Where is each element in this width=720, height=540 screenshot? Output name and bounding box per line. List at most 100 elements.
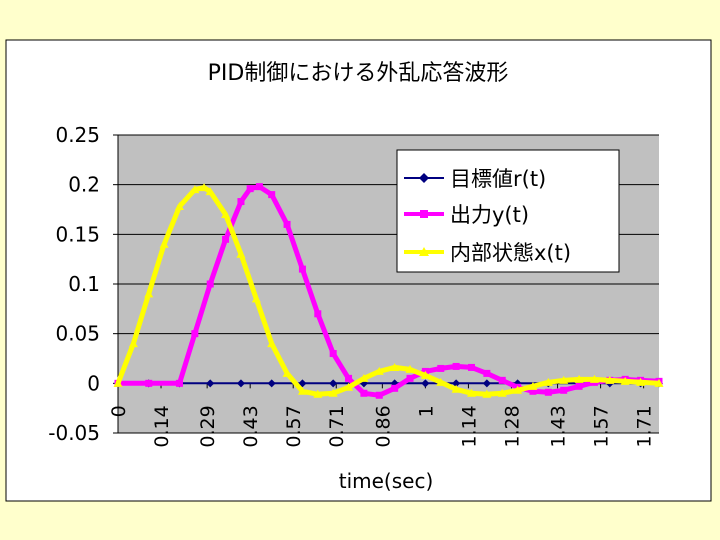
data-point xyxy=(360,389,368,397)
data-point xyxy=(528,381,538,390)
data-point xyxy=(267,379,276,388)
y-tick-label: 0.25 xyxy=(55,123,100,147)
data-point xyxy=(467,363,475,371)
series-3 xyxy=(113,183,664,398)
x-tick-label: 0.71 xyxy=(326,405,348,447)
data-point xyxy=(436,377,446,386)
data-point xyxy=(406,374,414,382)
data-point xyxy=(497,388,507,397)
data-point xyxy=(420,370,430,379)
data-point xyxy=(589,374,599,383)
data-point xyxy=(246,185,254,193)
x-axis-label: time(sec) xyxy=(339,469,434,493)
legend-marker xyxy=(420,210,428,218)
data-point xyxy=(483,369,491,377)
data-point xyxy=(452,362,460,370)
data-point xyxy=(328,388,338,397)
data-point xyxy=(206,379,215,388)
y-tick-label: 0.2 xyxy=(68,173,100,197)
x-tick-label: 1.43 xyxy=(548,405,570,447)
data-point xyxy=(452,379,461,388)
data-point xyxy=(574,374,584,383)
data-point xyxy=(374,366,384,375)
data-point xyxy=(314,310,322,318)
data-point xyxy=(236,249,246,258)
data-point xyxy=(175,379,183,387)
data-point xyxy=(620,376,630,385)
data-point xyxy=(451,384,461,393)
legend-item: 内部状態x(t) xyxy=(404,241,571,265)
data-point xyxy=(113,378,123,387)
data-point xyxy=(128,339,138,348)
y-tick-label: 0 xyxy=(87,371,100,395)
data-point xyxy=(575,382,583,390)
data-point xyxy=(205,187,215,196)
x-tick-label: 0.14 xyxy=(151,405,173,447)
data-point xyxy=(529,387,537,395)
data-point xyxy=(344,382,354,391)
x-axis-ticks: 0 0.14 0.29 0.43 0.57 0.71 0.86 1 1.14 1.28 1.43 1.… xyxy=(108,383,656,448)
data-point xyxy=(297,386,307,395)
x-tick-label: 1.71 xyxy=(634,405,656,447)
data-point xyxy=(359,373,369,382)
x-tick-label: 0.29 xyxy=(197,405,219,447)
data-point xyxy=(513,385,523,394)
legend-item: 目標値r(t) xyxy=(404,167,546,191)
data-point xyxy=(174,202,184,211)
y-tick-label: 0.05 xyxy=(55,322,100,346)
x-tick-label: 1.57 xyxy=(591,405,613,447)
x-tick-label: 0.43 xyxy=(240,405,262,447)
data-point xyxy=(237,198,245,206)
legend-item: 出力y(t) xyxy=(404,203,529,227)
data-point xyxy=(375,391,383,399)
legend: 目標値r(t) 出力y(t) 内部状態x(t) xyxy=(396,149,620,273)
data-point xyxy=(255,183,263,191)
data-point xyxy=(329,379,338,388)
data-point xyxy=(282,368,292,377)
data-point xyxy=(145,379,153,387)
chart-title: PID制御における外乱応答波形 xyxy=(208,61,509,86)
data-point xyxy=(345,374,353,382)
data-point xyxy=(482,379,491,388)
data-point xyxy=(605,375,615,384)
y-axis-ticks: 0.25 0.2 0.15 0.1 0.05 0 -0.05 xyxy=(48,123,118,445)
data-point xyxy=(144,289,154,298)
data-point xyxy=(206,280,214,288)
data-point xyxy=(405,364,415,373)
data-point xyxy=(560,386,568,394)
data-point xyxy=(654,378,664,387)
legend-label: 内部状態x(t) xyxy=(450,241,571,265)
series-layer xyxy=(113,183,664,399)
data-point xyxy=(482,389,492,398)
legend-label: 目標値r(t) xyxy=(450,167,546,191)
data-point xyxy=(283,220,291,228)
data-point xyxy=(199,183,209,192)
data-point xyxy=(421,379,430,388)
legend-marker xyxy=(419,173,429,183)
x-tick-label: 1.14 xyxy=(458,405,480,447)
data-point xyxy=(222,235,230,243)
data-point xyxy=(466,388,476,397)
data-point xyxy=(390,362,400,371)
data-point xyxy=(636,377,646,386)
data-point xyxy=(236,379,245,388)
data-point xyxy=(159,239,169,248)
x-tick-label: 0.86 xyxy=(372,405,394,447)
data-point xyxy=(313,389,323,398)
data-point xyxy=(267,339,277,348)
data-point xyxy=(391,384,399,392)
data-point xyxy=(559,375,569,384)
data-point xyxy=(437,364,445,372)
legend-marker xyxy=(419,247,429,256)
data-point xyxy=(498,376,506,384)
x-tick-label: 0.57 xyxy=(283,405,305,447)
y-tick-label: -0.05 xyxy=(48,421,100,445)
y-tick-label: 0.1 xyxy=(68,272,100,296)
data-point xyxy=(268,191,276,199)
x-tick-label: 1 xyxy=(415,405,437,417)
y-tick-label: 0.15 xyxy=(55,222,100,246)
data-point xyxy=(221,209,231,218)
data-point xyxy=(191,330,199,338)
data-point xyxy=(298,265,306,273)
